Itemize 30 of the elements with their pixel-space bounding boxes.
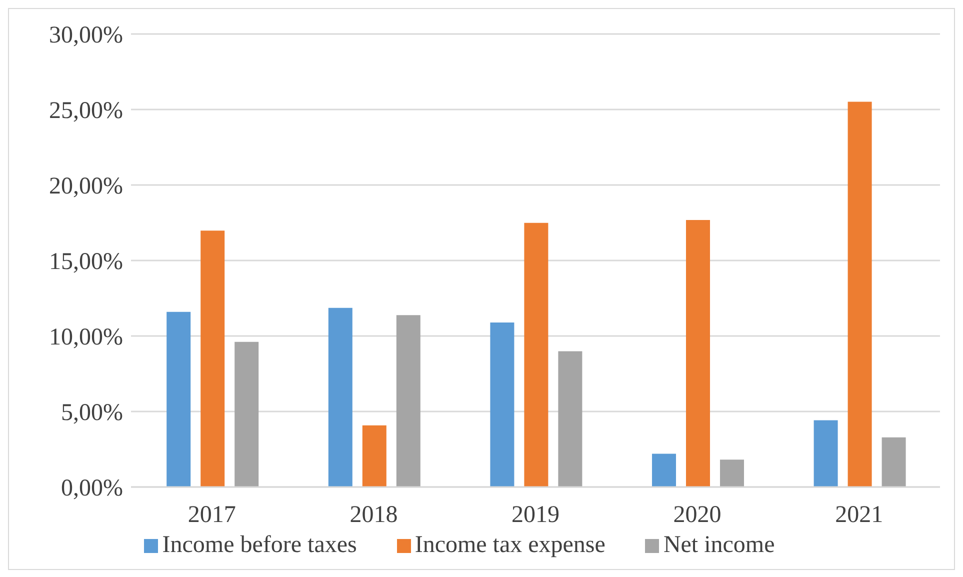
bar (396, 315, 420, 487)
legend-label: Income tax expense (414, 532, 606, 558)
y-tick-label: 10,00% (49, 324, 123, 351)
bar (686, 220, 710, 487)
y-tick-label: 15,00% (49, 249, 123, 276)
y-tick-label: 25,00% (49, 98, 123, 124)
bar (524, 222, 548, 487)
legend-label: Income before taxes (162, 532, 357, 558)
legend-label: Net income (663, 532, 775, 558)
bar (720, 460, 744, 487)
bar (882, 437, 906, 487)
y-tick-label: 20,00% (49, 174, 123, 200)
bar (652, 454, 676, 487)
bar (490, 322, 514, 487)
bar (166, 312, 191, 487)
x-tick-label: 2021 (835, 502, 884, 528)
x-tick-label: 2020 (673, 502, 722, 528)
x-tick-label: 2017 (188, 502, 236, 528)
y-tick-label: 5,00% (61, 400, 123, 426)
x-tick-label: 2018 (350, 502, 398, 528)
bar (848, 102, 872, 487)
y-tick-label: 0,00% (61, 476, 123, 502)
bar (200, 230, 225, 487)
bar (558, 351, 582, 487)
bar (362, 425, 386, 487)
bar (328, 308, 352, 487)
bar (234, 342, 259, 487)
bar (814, 420, 838, 487)
y-tick-label: 30,00% (49, 22, 123, 49)
x-tick-label: 2019 (512, 502, 560, 528)
